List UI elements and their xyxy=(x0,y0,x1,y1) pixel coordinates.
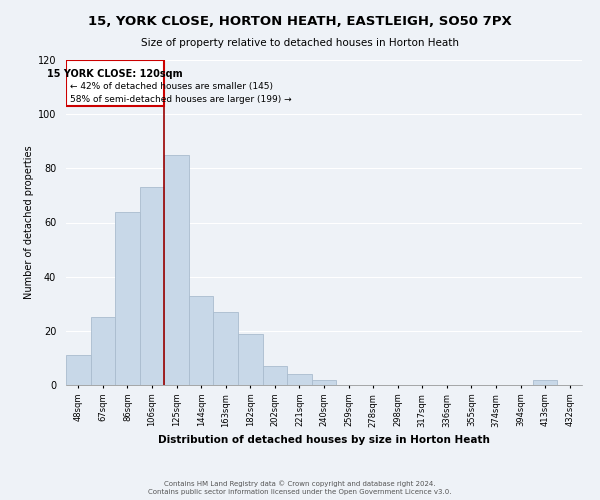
Bar xyxy=(238,334,263,385)
Bar xyxy=(164,155,189,385)
Y-axis label: Number of detached properties: Number of detached properties xyxy=(23,146,34,300)
Text: 58% of semi-detached houses are larger (199) →: 58% of semi-detached houses are larger (… xyxy=(70,95,292,104)
X-axis label: Distribution of detached houses by size in Horton Heath: Distribution of detached houses by size … xyxy=(158,435,490,445)
Bar xyxy=(287,374,312,385)
Bar xyxy=(263,366,287,385)
Text: ← 42% of detached houses are smaller (145): ← 42% of detached houses are smaller (14… xyxy=(70,82,272,90)
Text: 15 YORK CLOSE: 120sqm: 15 YORK CLOSE: 120sqm xyxy=(47,70,183,80)
Bar xyxy=(189,296,214,385)
Bar xyxy=(533,380,557,385)
Bar xyxy=(214,312,238,385)
Bar xyxy=(91,318,115,385)
Bar xyxy=(140,188,164,385)
Bar xyxy=(115,212,140,385)
Text: Size of property relative to detached houses in Horton Heath: Size of property relative to detached ho… xyxy=(141,38,459,48)
Text: 15, YORK CLOSE, HORTON HEATH, EASTLEIGH, SO50 7PX: 15, YORK CLOSE, HORTON HEATH, EASTLEIGH,… xyxy=(88,15,512,28)
Text: Contains public sector information licensed under the Open Government Licence v3: Contains public sector information licen… xyxy=(148,489,452,495)
Bar xyxy=(66,60,164,106)
Bar xyxy=(66,355,91,385)
Text: Contains HM Land Registry data © Crown copyright and database right 2024.: Contains HM Land Registry data © Crown c… xyxy=(164,480,436,487)
Bar xyxy=(312,380,336,385)
